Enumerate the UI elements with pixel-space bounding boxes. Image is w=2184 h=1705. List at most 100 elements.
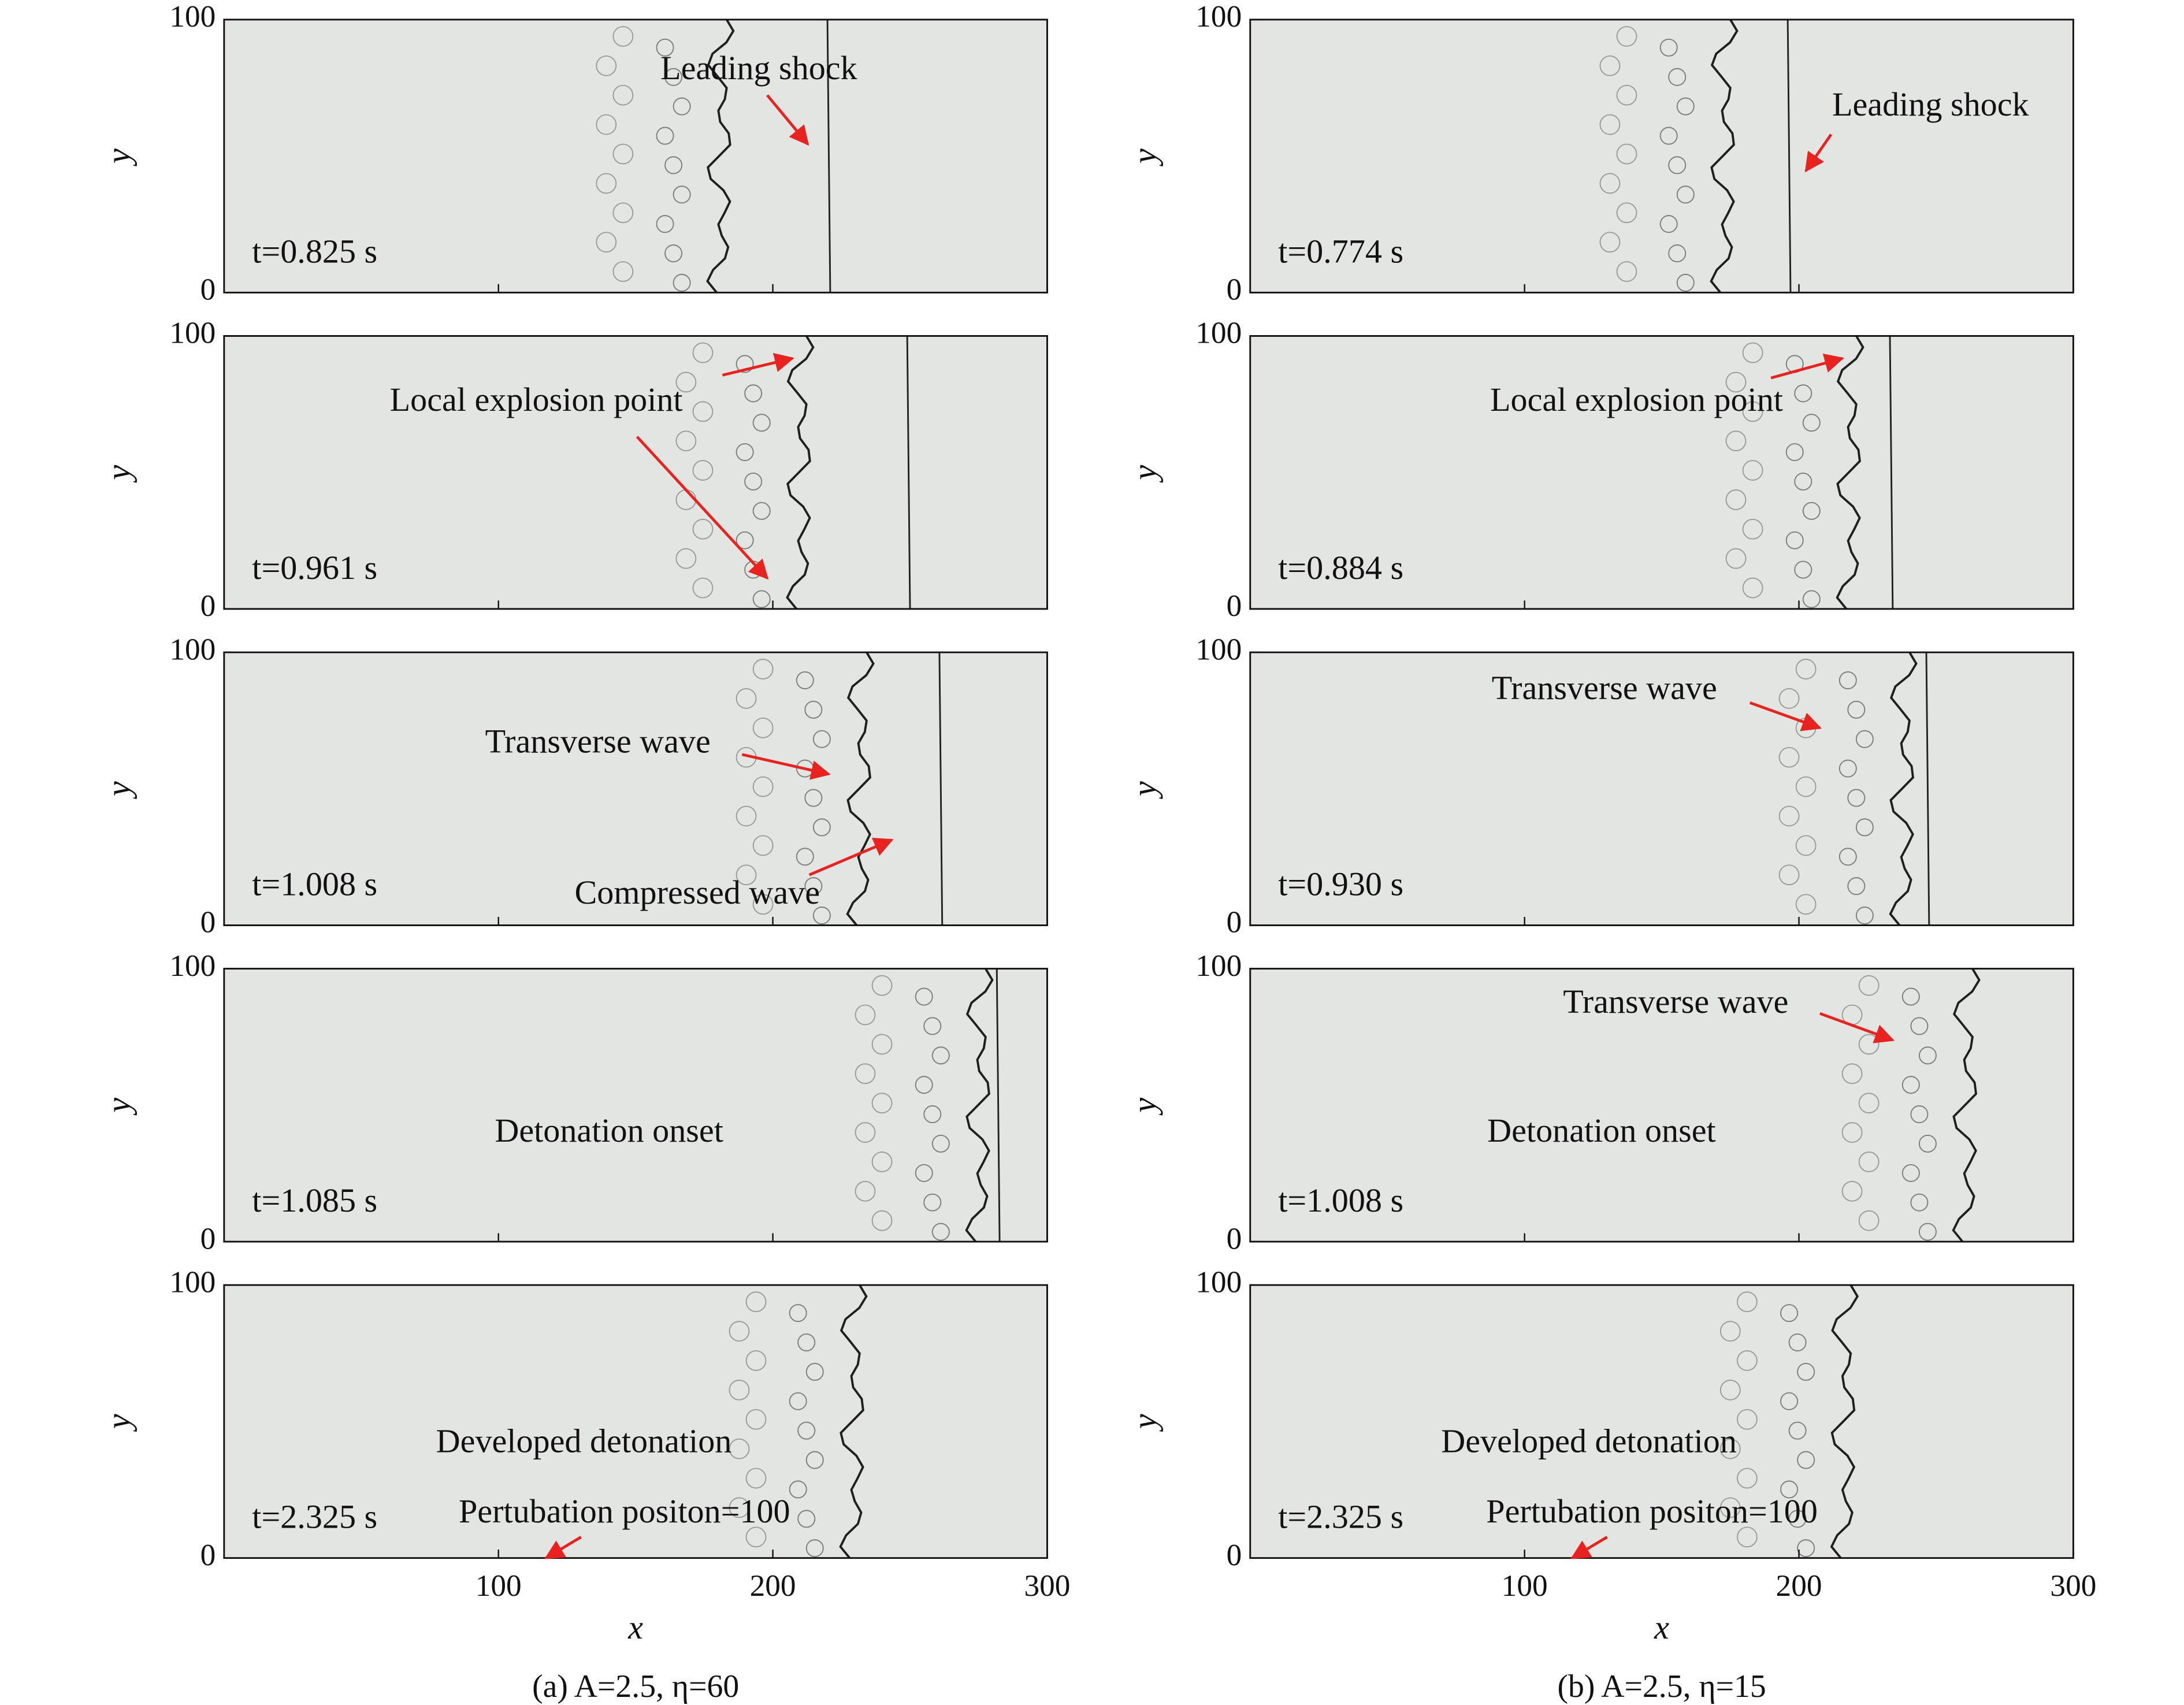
vortex <box>1742 518 1763 540</box>
arrow <box>1770 353 1844 380</box>
y-tick-label: 100 <box>1195 1265 1242 1299</box>
vortex <box>855 1180 876 1202</box>
vortex <box>673 273 691 292</box>
vortex <box>1788 1333 1807 1351</box>
vortex <box>729 1321 750 1342</box>
vortex <box>1855 818 1874 837</box>
vortex <box>805 1539 824 1558</box>
arrow <box>722 352 794 377</box>
panel-frame <box>1249 1284 2074 1559</box>
y-tick-label: 100 <box>1195 0 1242 34</box>
y-axis-label: y <box>1126 1414 1163 1432</box>
vortex <box>692 518 714 540</box>
y-axis-label: y <box>1126 465 1163 483</box>
y-axis-label: y <box>1126 781 1163 799</box>
vortex <box>729 1497 750 1518</box>
vortex <box>1847 877 1866 896</box>
vortex <box>1788 1421 1807 1440</box>
vortex <box>1659 38 1678 57</box>
vortex <box>871 975 893 996</box>
vortex <box>729 1438 750 1459</box>
vortex <box>1838 671 1857 689</box>
vortex <box>855 1004 876 1026</box>
vortex <box>1797 1451 1815 1469</box>
vortex <box>796 671 814 689</box>
y-tick-label: 0 <box>1227 1221 1242 1255</box>
x-tick-label: 100 <box>1502 1569 1548 1603</box>
vortex <box>1802 502 1821 520</box>
vortex <box>1719 1497 1741 1518</box>
vortex <box>1616 84 1637 106</box>
y-tick-label: 0 <box>1227 1538 1242 1572</box>
y-tick-label: 0 <box>200 1221 216 1255</box>
vortex <box>1719 1321 1741 1342</box>
vortex <box>855 1122 876 1143</box>
vortex <box>923 1017 942 1035</box>
x-tick-label: 200 <box>1776 1569 1822 1603</box>
vortex <box>1780 1480 1799 1499</box>
vortex <box>1858 975 1880 996</box>
vortex <box>797 1421 816 1440</box>
vortex <box>1795 894 1817 915</box>
vortex <box>673 97 691 116</box>
panel: 0 100 y t=1.085 s Detonation onset <box>99 949 1048 1255</box>
x-tick-label: 300 <box>2050 1569 2096 1603</box>
time-label: t=2.325 s <box>252 1498 377 1536</box>
vortex <box>736 688 757 709</box>
vortex <box>805 1362 824 1381</box>
vortex <box>1855 730 1874 748</box>
vortex <box>692 577 714 599</box>
y-axis-label: y <box>1126 148 1163 166</box>
reaction-front <box>1836 335 1864 610</box>
vortex <box>1858 1210 1880 1231</box>
vortex <box>1841 1122 1863 1143</box>
vortex <box>923 1105 942 1124</box>
vortex <box>1795 776 1817 797</box>
y-tick-label: 100 <box>169 0 216 34</box>
vortex <box>1795 659 1817 680</box>
vortex <box>1725 489 1747 510</box>
vortex <box>752 894 774 915</box>
annotation: Pertubation positon=100 <box>459 1492 790 1530</box>
time-label: t=0.774 s <box>1278 232 1403 270</box>
vortex <box>664 244 683 263</box>
field-image <box>1250 968 2074 1242</box>
vortex <box>1858 1034 1880 1055</box>
reaction-front <box>846 652 875 926</box>
vortex <box>692 401 714 422</box>
arrow <box>544 1536 582 1559</box>
vortex <box>736 355 754 373</box>
y-tick-label: 0 <box>1227 589 1242 623</box>
panel-frame <box>223 335 1048 610</box>
vortex <box>736 805 757 827</box>
vortex <box>1668 156 1687 174</box>
vortex <box>1599 232 1621 253</box>
vortex <box>1778 688 1800 709</box>
time-label: t=1.008 s <box>252 865 377 902</box>
field-image <box>224 1285 1048 1558</box>
vortex <box>1794 560 1812 579</box>
x-tick-label: 200 <box>750 1569 796 1603</box>
vortex <box>915 1164 933 1182</box>
vortex <box>1858 1093 1880 1114</box>
y-tick-label: 100 <box>169 1265 216 1299</box>
arrow <box>741 753 831 780</box>
vortex <box>1599 114 1621 135</box>
caption: (b) A=2.5, η=15 <box>1557 1669 1766 1704</box>
panel: 0 100 y t=0.825 s Leading shock <box>99 0 1048 307</box>
vortex <box>1725 430 1747 452</box>
reaction-front <box>965 968 994 1243</box>
vortex <box>596 55 617 76</box>
vortex <box>1616 26 1637 47</box>
x-axis-label: x <box>1654 1609 1669 1646</box>
vortex <box>675 548 697 569</box>
arrow <box>1749 701 1822 731</box>
arrow <box>766 94 809 146</box>
field-image <box>1250 336 2074 609</box>
panel-frame <box>223 1284 1048 1559</box>
panel-frame <box>223 18 1048 294</box>
vortex <box>664 68 683 86</box>
vortex <box>1910 1193 1929 1212</box>
vortex <box>1719 1438 1741 1459</box>
reaction-front <box>1830 1284 1859 1559</box>
